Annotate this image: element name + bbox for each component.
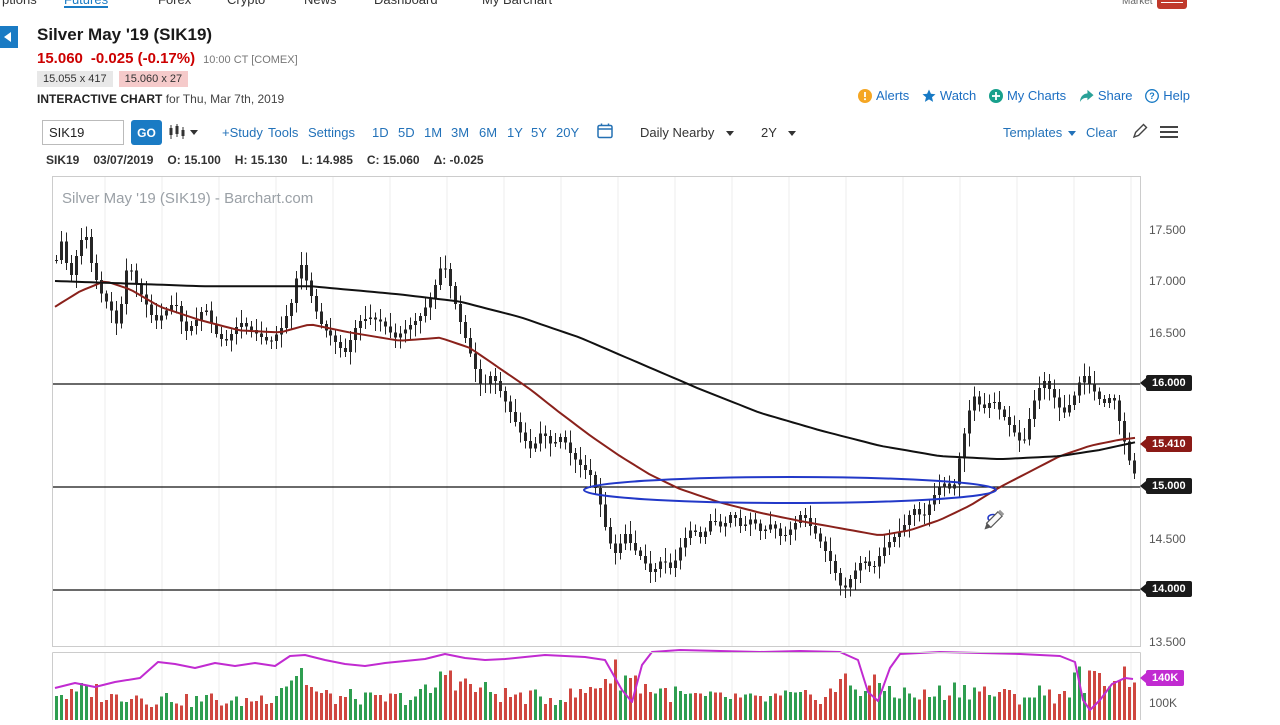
price-chart[interactable]: Silver May '19 (SIK19) - Barchart.com: [52, 176, 1141, 720]
tools-link[interactable]: Tools: [268, 125, 299, 140]
status-change: Δ: -0.025: [433, 153, 484, 167]
page-title: Silver May '19 (SIK19): [37, 25, 213, 44]
nav-item-news[interactable]: News: [304, 0, 337, 8]
calendar-button[interactable]: [597, 123, 613, 144]
watch-label: Watch: [939, 88, 977, 103]
nav-item-my-barchart[interactable]: My Barchart: [482, 0, 552, 8]
price-axis-label: 140K: [1140, 670, 1185, 686]
period-1m-button[interactable]: 1M: [424, 125, 443, 140]
interactive-chart-date: for Thu, Mar 7th, 2019: [165, 92, 285, 106]
price-axis-label: 100K: [1149, 696, 1178, 710]
chevron-down-icon: [190, 129, 198, 135]
period-20y-button[interactable]: 20Y: [556, 125, 580, 140]
share-label: Share: [1097, 88, 1133, 103]
market-menu-icon[interactable]: [1157, 0, 1187, 9]
plus-circle-icon: [988, 88, 1003, 103]
status-date: 03/07/2019: [93, 153, 154, 167]
period-6m-button[interactable]: 6M: [479, 125, 498, 140]
price-axis-label: 15.000: [1140, 478, 1192, 494]
my-charts-link[interactable]: My Charts: [988, 88, 1067, 103]
nav-item-crypto[interactable]: Crypto: [227, 0, 265, 8]
share-icon: [1079, 89, 1094, 102]
status-low: L: 14.985: [301, 153, 353, 167]
nav-market-label[interactable]: Market: [1122, 0, 1153, 7]
last-price: 15.060: [37, 50, 83, 67]
interactive-chart-bold: INTERACTIVE CHART: [37, 92, 163, 106]
candles: [55, 226, 1136, 598]
chart-type-button[interactable]: [168, 124, 198, 140]
chart-canvas[interactable]: Silver May '19 (SIK19) - Barchart.com: [52, 176, 1141, 720]
bid-chip: 15.055 x 417: [37, 71, 113, 87]
alert-icon: [858, 88, 872, 103]
status-close: C: 15.060: [366, 153, 420, 167]
help-link[interactable]: ? Help: [1145, 88, 1190, 103]
share-link[interactable]: Share: [1079, 88, 1133, 103]
interactive-chart-label: INTERACTIVE CHART for Thu, Mar 7th, 2019: [37, 92, 284, 106]
back-button[interactable]: [0, 26, 18, 48]
frequency-dropdown[interactable]: Daily Nearby: [640, 125, 715, 140]
calendar-icon: [597, 123, 613, 139]
period-5d-button[interactable]: 5D: [398, 125, 415, 140]
nav-item-futures[interactable]: Futures: [64, 0, 109, 8]
symbol-input[interactable]: [42, 120, 124, 145]
study-link[interactable]: +Study: [222, 125, 263, 140]
price-row: 15.060 -0.025 (-0.17%) 10:00 CT [COMEX]: [37, 50, 298, 67]
watch-link[interactable]: Watch: [922, 88, 976, 103]
price-axis-label: 17.500: [1149, 222, 1186, 237]
price-axis-label: 14.000: [1140, 581, 1192, 597]
period-1y-button[interactable]: 1Y: [507, 125, 523, 140]
nav-item-dashboard[interactable]: Dashboard: [374, 0, 438, 8]
candlestick-icon: [169, 124, 185, 139]
ask-chip: 15.060 x 27: [118, 71, 189, 87]
clear-button[interactable]: Clear: [1086, 125, 1118, 140]
chevron-down-icon[interactable]: [1068, 131, 1076, 136]
bid-ask-row: 15.055 x 417 15.060 x 27: [37, 71, 189, 87]
templates-dropdown[interactable]: Templates: [1003, 125, 1063, 140]
price-axis-label: 13.500: [1149, 634, 1186, 649]
price-axis-label: 16.000: [1140, 375, 1192, 391]
pencil-icon: [1132, 123, 1148, 139]
price-change: -0.025 (-0.17%): [90, 50, 196, 67]
chart-watermark: Silver May '19 (SIK19) - Barchart.com: [62, 190, 313, 207]
price-axis-label: 15.410: [1140, 435, 1192, 452]
price-axis-label: 17.000: [1149, 274, 1186, 288]
volume-bars: [55, 659, 1136, 720]
back-arrow-icon: [4, 32, 11, 42]
quote-actions: Alerts Watch My Charts Share ? Help: [858, 88, 1190, 103]
ma-long-line: [54, 280, 1136, 460]
status-high: H: 15.130: [234, 153, 288, 167]
price-axis-label: 14.500: [1149, 531, 1186, 546]
quote-time: 10:00 CT [COMEX]: [203, 54, 298, 66]
nav-item-forex[interactable]: Forex: [158, 0, 191, 8]
period-1d-button[interactable]: 1D: [372, 125, 389, 140]
status-open: O: 15.100: [167, 153, 221, 167]
draw-tool-button[interactable]: [1131, 122, 1149, 145]
nav-item-options[interactable]: ptions: [2, 0, 37, 8]
period-5y-button[interactable]: 5Y: [531, 125, 547, 140]
price-axis-label: 16.500: [1149, 325, 1186, 340]
open-interest-line: [54, 649, 1134, 711]
chevron-down-icon[interactable]: [726, 131, 734, 136]
alerts-label: Alerts: [876, 88, 910, 103]
my-charts-label: My Charts: [1006, 88, 1067, 103]
chart-menu-button[interactable]: [1160, 126, 1178, 141]
top-nav: ptions Futures Forex Crypto News Dashboa…: [0, 0, 1280, 10]
go-button[interactable]: GO: [131, 120, 162, 145]
star-icon: [922, 89, 936, 102]
status-symbol: SIK19: [46, 153, 80, 167]
pencil-cursor-icon: [984, 509, 1005, 530]
ohlc-status-line: SIK19 03/07/2019 O: 15.100 H: 15.130 L: …: [46, 153, 484, 167]
range-dropdown[interactable]: 2Y: [761, 125, 777, 140]
settings-link[interactable]: Settings: [308, 125, 355, 140]
help-label: Help: [1163, 88, 1190, 103]
annotation-ellipse: [583, 476, 997, 504]
svg-text:?: ?: [1149, 91, 1155, 101]
help-icon: ?: [1145, 88, 1160, 103]
alerts-link[interactable]: Alerts: [858, 88, 909, 103]
chevron-down-icon[interactable]: [788, 131, 796, 136]
ma-short-line: [54, 280, 1136, 536]
period-3m-button[interactable]: 3M: [451, 125, 470, 140]
